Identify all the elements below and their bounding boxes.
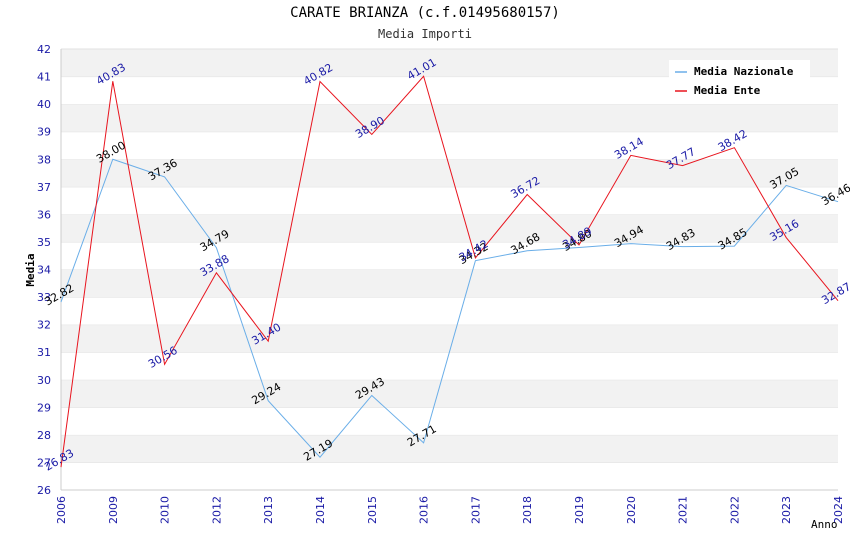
x-tick-label: 2012 <box>210 496 223 524</box>
grid-band <box>61 379 838 408</box>
grid-band <box>61 352 838 380</box>
y-tick-label: 29 <box>37 401 51 414</box>
legend: Media Nazionale Media Ente <box>669 60 810 102</box>
grid-band <box>61 159 838 187</box>
grid-band <box>61 462 838 490</box>
y-tick-label: 26 <box>37 484 51 497</box>
x-tick-label: 2014 <box>314 496 327 524</box>
y-tick-label: 33 <box>37 291 51 304</box>
y-tick-label: 36 <box>37 208 51 221</box>
y-tick-label: 31 <box>37 346 51 359</box>
grid-bands <box>60 48 838 491</box>
legend-label-ente: Media Ente <box>694 84 761 97</box>
y-tick-label: 28 <box>37 429 51 442</box>
x-tick-label: 2009 <box>107 496 120 524</box>
x-tick-label: 2023 <box>780 496 793 524</box>
chart-subtitle: Media Importi <box>378 27 472 41</box>
y-tick-label: 41 <box>37 71 51 84</box>
x-tick-label: 2021 <box>677 496 690 524</box>
y-tick-label: 34 <box>37 264 51 277</box>
grid-band <box>61 104 838 132</box>
x-tick-label: 2022 <box>728 496 741 524</box>
x-tick-label: 2018 <box>521 496 534 524</box>
y-tick-label: 39 <box>37 126 51 139</box>
x-tick-label: 2016 <box>418 496 431 524</box>
grid-band <box>61 434 838 463</box>
y-tick-label: 30 <box>37 374 51 387</box>
y-tick-label: 37 <box>37 181 51 194</box>
grid-band <box>61 407 838 435</box>
series-layer <box>60 75 839 468</box>
y-tick-label: 40 <box>37 98 51 111</box>
x-axis-ticks: 2006 2009 2010 2012 2013 2014 2015 2016 2017 2018… <box>55 496 845 524</box>
y-tick-label: 27 <box>37 456 51 469</box>
chart-title: CARATE BRIANZA (c.f.01495680157) <box>290 5 560 21</box>
y-tick-label: 38 <box>37 153 51 166</box>
x-tick-label: 2024 <box>832 496 845 524</box>
y-axis-ticks: 26 27 28 29 30 31 32 33 34 35 36 37 38 39 40 41 42 <box>37 43 51 497</box>
y-tick-label: 35 <box>37 236 51 249</box>
grid-band <box>61 214 838 242</box>
x-tick-label: 2017 <box>469 496 482 524</box>
grid-band <box>61 186 838 215</box>
grid-band <box>61 131 838 160</box>
legend-label-nazionale: Media Nazionale <box>694 65 794 78</box>
series-line-nazionale <box>60 158 839 458</box>
x-tick-label: 2020 <box>625 496 638 524</box>
x-axis-label: Anno <box>811 518 838 531</box>
y-axis-label: Media <box>24 253 37 286</box>
x-tick-label: 2019 <box>573 496 586 524</box>
y-tick-label: 32 <box>37 319 51 332</box>
y-tick-label: 42 <box>37 43 51 56</box>
x-tick-label: 2010 <box>159 496 172 524</box>
x-tick-label: 2006 <box>55 496 68 524</box>
grid-band <box>61 297 838 325</box>
x-tick-label: 2015 <box>366 496 379 524</box>
grid-band <box>61 269 838 298</box>
legend-box <box>669 60 810 102</box>
grid-band <box>61 324 838 353</box>
series-line-ente <box>60 75 839 468</box>
x-tick-label: 2013 <box>262 496 275 524</box>
